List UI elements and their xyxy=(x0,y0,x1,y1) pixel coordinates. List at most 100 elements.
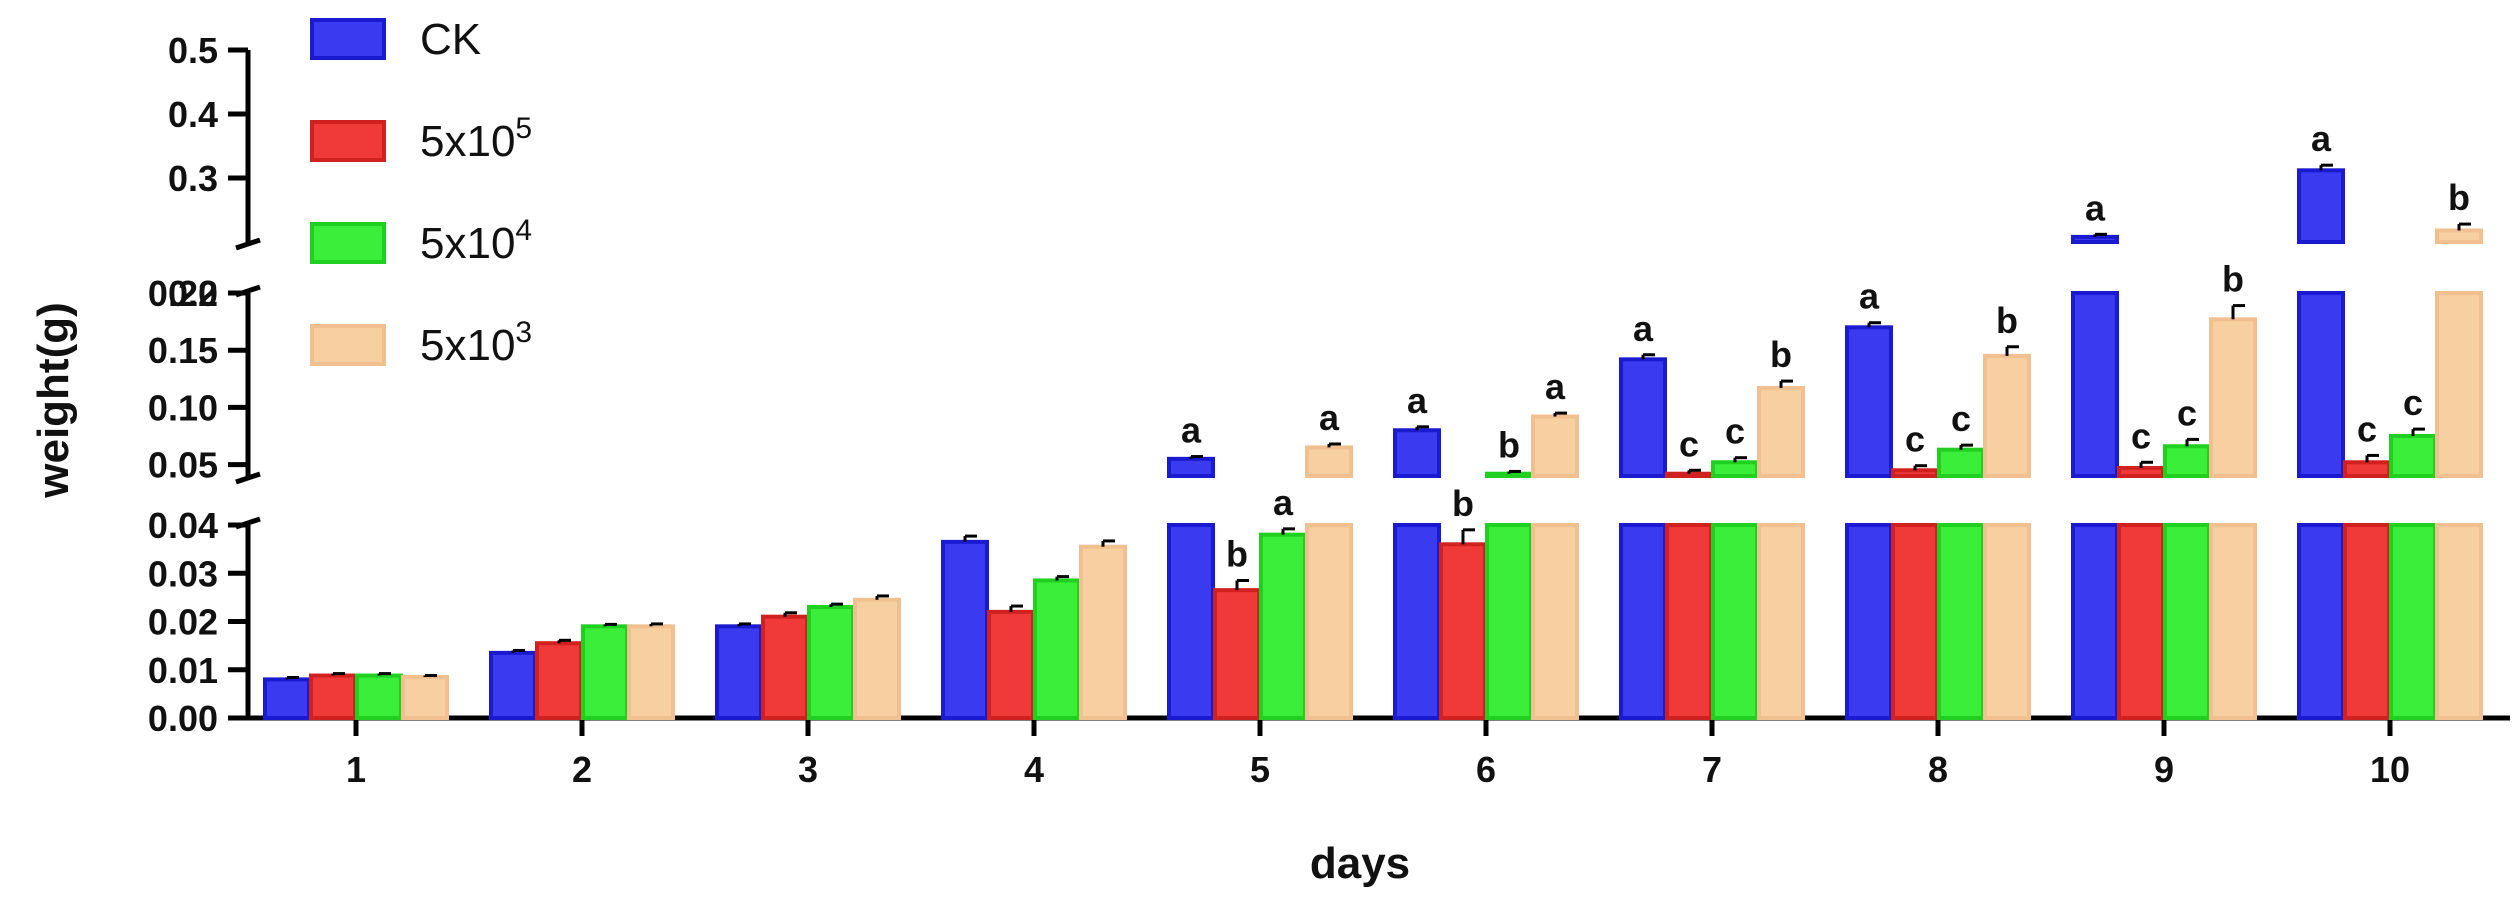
significance-letter: a xyxy=(1273,482,1294,523)
significance-letter: a xyxy=(1319,397,1340,438)
y-axis-title: weight(g) xyxy=(29,302,78,499)
axis-break-mark xyxy=(235,237,261,251)
significance-letter: b xyxy=(1770,334,1792,375)
bar xyxy=(2163,444,2211,479)
significance-letter: b xyxy=(1452,483,1474,524)
axis-break-mark xyxy=(235,284,261,298)
significance-letter: c xyxy=(1725,411,1745,452)
bar xyxy=(2209,523,2257,720)
bar xyxy=(2389,523,2437,720)
bar xyxy=(853,597,901,720)
bar xyxy=(1891,468,1939,478)
significance-letter: b xyxy=(1226,533,1248,574)
bar xyxy=(1259,532,1307,721)
bar xyxy=(1531,523,1579,720)
significance-letter: a xyxy=(1859,276,1880,317)
y-tick-label: 0.2 xyxy=(168,273,218,314)
bar xyxy=(1485,523,1533,720)
bar xyxy=(2297,523,2345,720)
significance-letter: b xyxy=(1996,300,2018,341)
significance-letter: a xyxy=(2085,187,2106,228)
bar xyxy=(2343,523,2391,720)
legend-swatch xyxy=(310,18,386,60)
axis-break-mark xyxy=(235,471,261,485)
y-tick-label: 0.00 xyxy=(148,698,218,739)
bar xyxy=(2163,523,2211,720)
bar xyxy=(1213,588,1261,721)
y-tick-label: 0.15 xyxy=(148,330,218,371)
legend: CK 5x105 5x104 5x103 xyxy=(310,15,532,370)
bar xyxy=(309,673,357,720)
legend-swatch xyxy=(310,324,386,366)
bar xyxy=(1711,523,1759,720)
bar xyxy=(627,624,675,721)
x-axis-title: days xyxy=(1310,839,1410,888)
y-tick-label: 0.04 xyxy=(148,505,218,546)
bar xyxy=(715,624,763,721)
significance-letter: c xyxy=(1905,419,1925,460)
significance-letter: a xyxy=(1633,308,1654,349)
bar xyxy=(2435,228,2483,244)
bar xyxy=(1937,447,1985,479)
bar xyxy=(1665,471,1713,478)
bar xyxy=(1079,544,1127,721)
bar xyxy=(1845,325,1893,478)
legend-label: 5x104 xyxy=(420,214,532,268)
bar xyxy=(1891,523,1939,720)
bar xyxy=(2117,465,2165,478)
bar xyxy=(1983,523,2031,720)
y-tick-label: 0.10 xyxy=(148,387,218,428)
bar xyxy=(2297,168,2345,245)
bar xyxy=(1167,523,1215,720)
x-tick-label: 1 xyxy=(346,749,366,790)
x-tick-label: 9 xyxy=(2154,749,2174,790)
significance-letter: b xyxy=(1498,424,1520,465)
bar xyxy=(1305,445,1353,478)
significance-letter: c xyxy=(1679,423,1699,464)
bar xyxy=(2297,291,2345,478)
significance-letter: c xyxy=(2403,382,2423,423)
bar xyxy=(1937,523,1985,720)
x-tick-label: 10 xyxy=(2370,749,2410,790)
bar xyxy=(807,605,855,721)
significance-letter: a xyxy=(1181,410,1202,451)
bar xyxy=(1393,428,1441,478)
significance-letter: c xyxy=(1951,398,1971,439)
y-tick-label: 0.05 xyxy=(148,445,218,486)
significance-letter: a xyxy=(1407,380,1428,421)
bar xyxy=(1531,414,1579,478)
bar xyxy=(2389,433,2437,478)
bar xyxy=(1665,523,1713,720)
bar xyxy=(2209,317,2257,478)
bar xyxy=(1757,523,1805,720)
bar xyxy=(2435,291,2483,478)
x-tick-label: 4 xyxy=(1024,749,1044,790)
bar xyxy=(355,673,403,720)
y-tick-label: 0.4 xyxy=(168,94,218,135)
legend-swatch xyxy=(310,222,386,264)
bar xyxy=(2117,523,2165,720)
bar xyxy=(2071,234,2119,245)
bar xyxy=(401,674,449,720)
y-tick-label: 0.03 xyxy=(148,553,218,594)
legend-label: 5x103 xyxy=(420,316,532,370)
bar xyxy=(1439,542,1487,720)
significance-letter: b xyxy=(2448,177,2470,218)
bar xyxy=(2071,523,2119,720)
legend-label: CK xyxy=(420,15,481,64)
significance-letter: c xyxy=(2131,415,2151,456)
significance-letter: a xyxy=(2311,118,2332,159)
x-tick-label: 6 xyxy=(1476,749,1496,790)
bar xyxy=(1167,456,1215,478)
bar xyxy=(2435,523,2483,720)
significance-letter: b xyxy=(2222,259,2244,300)
axis-break-mark xyxy=(235,516,261,530)
bars xyxy=(263,163,2483,721)
legend-label: 5x105 xyxy=(420,112,532,166)
bar xyxy=(987,609,1035,720)
bar xyxy=(1619,523,1667,720)
bar xyxy=(2071,291,2119,478)
legend-swatch xyxy=(310,120,386,162)
